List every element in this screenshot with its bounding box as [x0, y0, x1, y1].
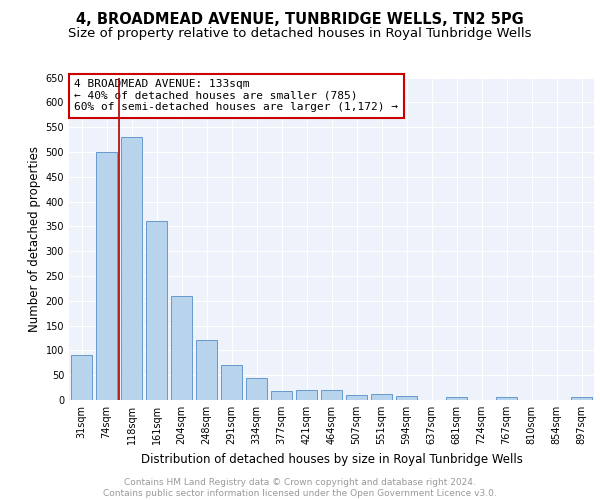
Bar [71, 356, 92, 400]
Bar [346, 395, 367, 400]
Bar [446, 397, 467, 400]
Bar [571, 397, 592, 400]
Bar [171, 296, 192, 400]
Bar [221, 366, 242, 400]
Bar [121, 137, 142, 400]
Bar [146, 222, 167, 400]
Bar [296, 390, 317, 400]
Text: 4, BROADMEAD AVENUE, TUNBRIDGE WELLS, TN2 5PG: 4, BROADMEAD AVENUE, TUNBRIDGE WELLS, TN… [76, 12, 524, 28]
Text: Contains HM Land Registry data © Crown copyright and database right 2024.
Contai: Contains HM Land Registry data © Crown c… [103, 478, 497, 498]
X-axis label: Distribution of detached houses by size in Royal Tunbridge Wells: Distribution of detached houses by size … [140, 452, 523, 466]
Bar [246, 378, 267, 400]
Bar [96, 152, 117, 400]
Bar [271, 391, 292, 400]
Bar [196, 340, 217, 400]
Y-axis label: Number of detached properties: Number of detached properties [28, 146, 41, 332]
Bar [396, 396, 417, 400]
Text: Size of property relative to detached houses in Royal Tunbridge Wells: Size of property relative to detached ho… [68, 28, 532, 40]
Bar [496, 397, 517, 400]
Bar [371, 394, 392, 400]
Bar [321, 390, 342, 400]
Text: 4 BROADMEAD AVENUE: 133sqm
← 40% of detached houses are smaller (785)
60% of sem: 4 BROADMEAD AVENUE: 133sqm ← 40% of deta… [74, 79, 398, 112]
